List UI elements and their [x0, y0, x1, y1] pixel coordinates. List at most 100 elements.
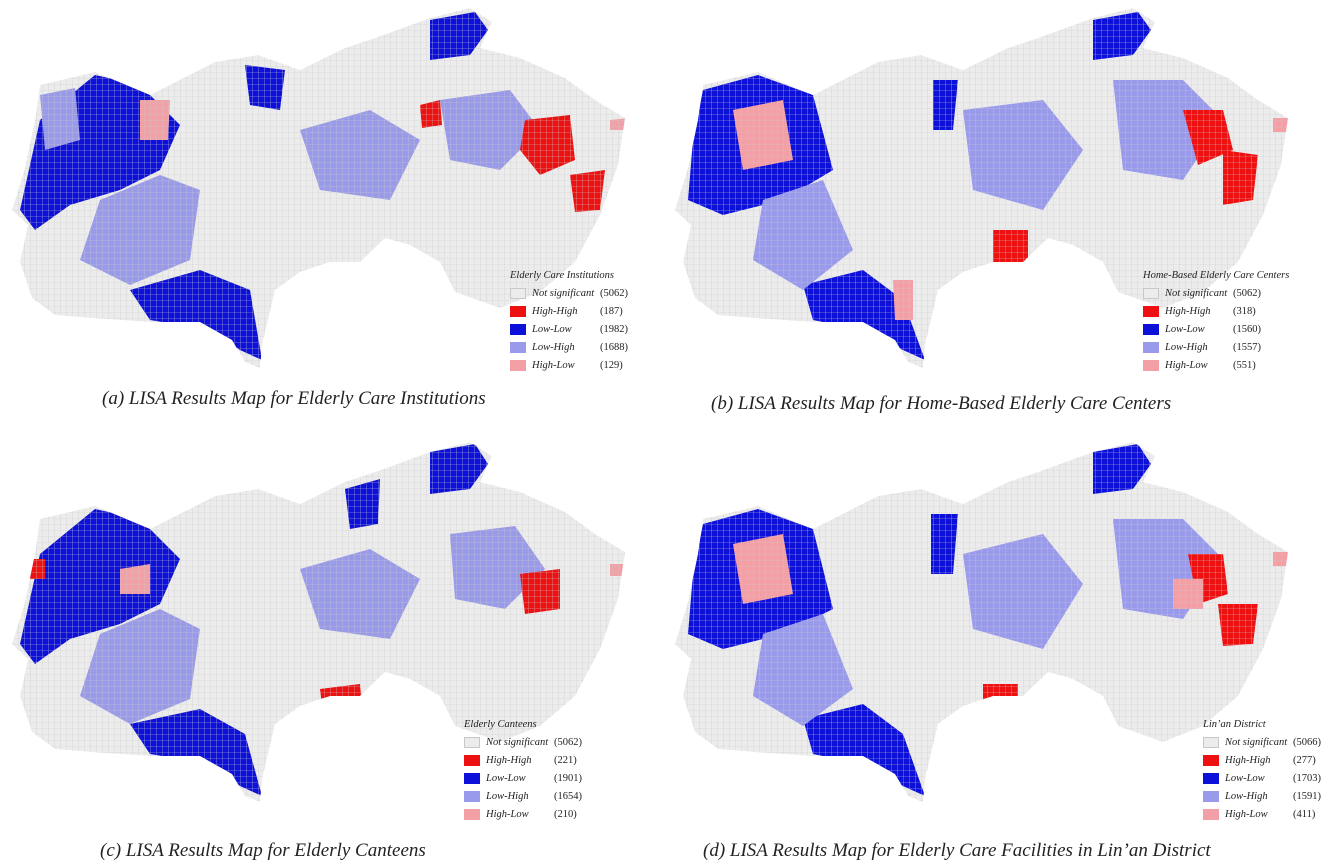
legend-swatch [1143, 359, 1159, 371]
legend-count: (1591) [1293, 790, 1321, 802]
legend-swatch [1203, 808, 1219, 820]
legend-count: (210) [554, 808, 577, 820]
legend-label: Low-Low [532, 323, 572, 335]
legend-label: High-Low [1165, 359, 1208, 371]
lisa-map-b [675, 8, 1288, 368]
legend-swatch [1143, 287, 1159, 299]
legend-row-high-high: High-High (318) [1143, 302, 1289, 320]
legend-count: (411) [1293, 808, 1316, 820]
legend-swatch [1143, 323, 1159, 335]
legend-title: Elderly Canteens [464, 719, 537, 730]
caption-d: (d) LISA Results Map for Elderly Care Fa… [703, 840, 1211, 861]
legend-label: High-High [532, 305, 578, 317]
legend-row-not-significant: Not significant (5062) [1143, 284, 1289, 302]
legend-title: Lin’an District [1203, 719, 1266, 730]
legend-label: Low-Low [1165, 323, 1205, 335]
legend-count: (129) [600, 359, 623, 371]
legend-row-high-high: High-High (221) [464, 751, 582, 769]
legend-row-high-low: High-Low (129) [510, 356, 628, 374]
legend-count: (318) [1233, 305, 1256, 317]
legend-row-not-significant: Not significant (5062) [464, 733, 582, 751]
legend-label: Low-High [1165, 341, 1208, 353]
legend-swatch [510, 305, 526, 317]
caption-c: (c) LISA Results Map for Elderly Canteen… [100, 840, 426, 861]
legend-count: (187) [600, 305, 623, 317]
legend-row-high-high: High-High (187) [510, 302, 628, 320]
legend-row-low-low: Low-Low (1560) [1143, 320, 1289, 338]
legend-label: High-Low [532, 359, 575, 371]
legend-count: (1654) [554, 790, 582, 802]
legend-label: High-Low [486, 808, 529, 820]
legend-c: Elderly Canteens Not significant (5062) H… [464, 719, 582, 823]
legend-row-high-low: High-Low (210) [464, 805, 582, 823]
map-panel-a: Elderly Care Institutions Not significan… [0, 0, 662, 434]
map-panel-b: Home-Based Elderly Care Centers Not sign… [663, 0, 1325, 434]
legend-swatch [1203, 790, 1219, 802]
legend-swatch [464, 736, 480, 748]
legend-title: Elderly Care Institutions [510, 270, 615, 281]
legend-count: (221) [554, 754, 577, 766]
lisa-map-c [12, 442, 625, 802]
legend-label: Not significant [1165, 287, 1228, 299]
map-panel-c: Elderly Canteens Not significant (5062) H… [0, 434, 662, 868]
legend-count: (5062) [1233, 287, 1261, 299]
legend-swatch [1143, 305, 1159, 317]
legend-count: (1688) [600, 341, 628, 353]
legend-swatch [1203, 736, 1219, 748]
legend-label: High-High [1225, 754, 1271, 766]
legend-swatch [464, 772, 480, 784]
legend-swatch [464, 808, 480, 820]
legend-label: Low-High [532, 341, 575, 353]
legend-count: (5062) [554, 736, 582, 748]
legend-label: Not significant [1225, 736, 1288, 748]
legend-swatch [510, 359, 526, 371]
legend-row-high-low: High-Low (411) [1203, 805, 1321, 823]
caption-b: (b) LISA Results Map for Home-Based Elde… [711, 393, 1172, 414]
legend-row-low-low: Low-Low (1703) [1203, 769, 1321, 787]
legend-count: (1901) [554, 772, 582, 784]
legend-row-not-significant: Not significant (5066) [1203, 733, 1321, 751]
legend-label: Low-High [1225, 790, 1268, 802]
legend-count: (1703) [1293, 772, 1321, 784]
legend-count: (5062) [600, 287, 628, 299]
legend-label: High-Low [1225, 808, 1268, 820]
legend-count: (1557) [1233, 341, 1261, 353]
legend-a: Elderly Care Institutions Not significan… [510, 270, 628, 374]
legend-d: Lin’an District Not significant (5066) Hi… [1203, 719, 1321, 823]
legend-row-low-low: Low-Low (1901) [464, 769, 582, 787]
legend-swatch [464, 754, 480, 766]
legend-swatch [464, 790, 480, 802]
legend-row-high-low: High-Low (551) [1143, 356, 1289, 374]
map-panel-d: Lin’an District Not significant (5066) Hi… [663, 434, 1325, 868]
legend-swatch [1143, 341, 1159, 353]
legend-label: Low-Low [1225, 772, 1265, 784]
legend-title: Home-Based Elderly Care Centers [1143, 270, 1290, 281]
district-area [675, 8, 1288, 368]
legend-label: High-High [486, 754, 532, 766]
legend-count: (277) [1293, 754, 1316, 766]
legend-swatch [1203, 772, 1219, 784]
legend-label: Low-Low [486, 772, 526, 784]
legend-count: (1982) [600, 323, 628, 335]
legend-swatch [1203, 754, 1219, 766]
legend-count: (1560) [1233, 323, 1261, 335]
legend-label: High-High [1165, 305, 1211, 317]
legend-swatch [510, 287, 526, 299]
legend-label: Not significant [486, 736, 549, 748]
legend-b: Home-Based Elderly Care Centers Not sign… [1143, 270, 1289, 374]
legend-count: (551) [1233, 359, 1256, 371]
legend-swatch [510, 323, 526, 335]
legend-row-low-high: Low-High (1591) [1203, 787, 1321, 805]
legend-label: Not significant [532, 287, 595, 299]
lisa-map-d [675, 442, 1288, 802]
legend-row-low-high: Low-High (1557) [1143, 338, 1289, 356]
legend-swatch [510, 341, 526, 353]
legend-row-low-high: Low-High (1688) [510, 338, 628, 356]
legend-row-not-significant: Not significant (5062) [510, 284, 628, 302]
legend-count: (5066) [1293, 736, 1321, 748]
legend-row-high-high: High-High (277) [1203, 751, 1321, 769]
legend-label: Low-High [486, 790, 529, 802]
caption-a: (a) LISA Results Map for Elderly Care In… [102, 388, 486, 409]
legend-row-low-high: Low-High (1654) [464, 787, 582, 805]
legend-row-low-low: Low-Low (1982) [510, 320, 628, 338]
